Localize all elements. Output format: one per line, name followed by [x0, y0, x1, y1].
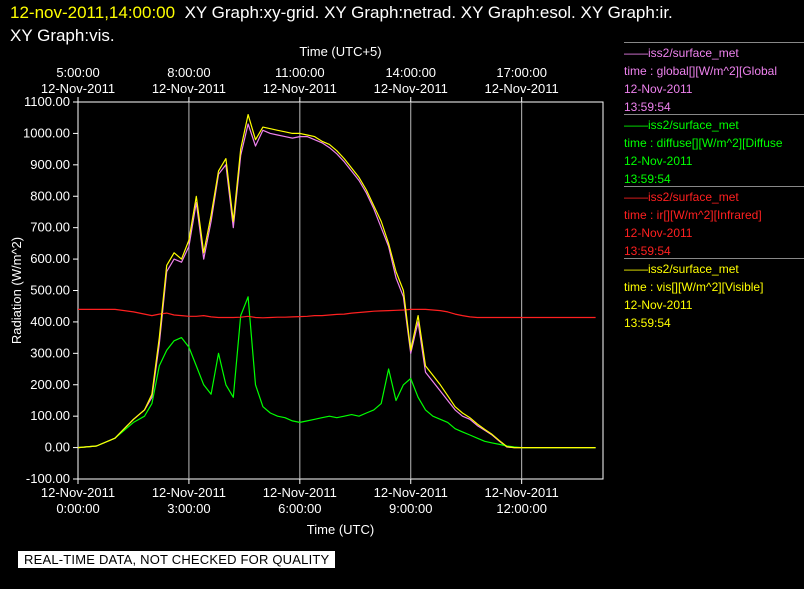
y-tick-label-4: 700.00: [30, 220, 70, 235]
header-graph-list: XY Graph:xy-grid. XY Graph:netrad. XY Gr…: [184, 3, 673, 22]
legend-time: 13:59:54: [624, 172, 671, 186]
series-line-diffuse: [77, 296, 596, 449]
y-tick-label-10: 100.00: [30, 408, 70, 423]
legend-date: 12-Nov-2011: [624, 226, 693, 240]
legend-time: 13:59:54: [624, 100, 671, 114]
legend-separator: [624, 114, 804, 115]
legend-source: ——iss2/surface_met: [624, 262, 739, 276]
legend-date: 12-Nov-2011: [624, 298, 693, 312]
x2-tick-time-0: 5:00:00: [56, 65, 99, 80]
x-tick-time-1: 3:00:00: [167, 501, 210, 516]
header-timestamp: 12-nov-2011,14:00:00: [10, 3, 176, 22]
header-graph-list-cont: XY Graph:vis.: [10, 26, 115, 45]
x2-tick-date-2: 12-Nov-2011: [263, 81, 337, 96]
y-tick-label-12: -100.00: [26, 471, 70, 486]
legend-time: 13:59:54: [624, 244, 671, 258]
y-tick-label-2: 900.00: [30, 157, 70, 172]
x-tick-date-0: 12-Nov-2011: [41, 485, 115, 500]
y-tick-label-9: 200.00: [30, 377, 70, 392]
y-tick-label-7: 400.00: [30, 314, 70, 329]
x2-tick-time-1: 8:00:00: [167, 65, 210, 80]
legend-source: ——iss2/surface_met: [624, 118, 739, 132]
x-tick-date-3: 12-Nov-2011: [374, 485, 448, 500]
legend-var: time : ir[][W/m^2][Infrared]: [624, 208, 762, 222]
y-axis-label: Radiation (W/m^2): [9, 237, 24, 344]
legend-separator: [624, 186, 804, 187]
legend-var: time : diffuse[][W/m^2][Diffuse: [624, 136, 783, 150]
x2-tick-time-3: 14:00:00: [385, 65, 436, 80]
legend-date: 12-Nov-2011: [624, 154, 693, 168]
x2-tick-date-1: 12-Nov-2011: [152, 81, 226, 96]
legend-var: time : vis[][W/m^2][Visible]: [624, 280, 764, 294]
x-tick-time-4: 12:00:00: [496, 501, 547, 516]
x-tick-time-2: 6:00:00: [278, 501, 321, 516]
legend-separator: [624, 42, 804, 43]
header-title-line1: 12-nov-2011,14:00:00 XY Graph:xy-grid. X…: [10, 3, 673, 23]
x2-tick-time-2: 11:00:00: [275, 65, 325, 80]
series-line-vis: [77, 113, 596, 449]
y-tick-label-6: 500.00: [30, 283, 70, 298]
x-tick-date-2: 12-Nov-2011: [263, 485, 337, 500]
y-tick-label-1: 1000.00: [23, 125, 70, 140]
x2-tick-date-0: 12-Nov-2011: [41, 81, 115, 96]
legend-separator: [624, 258, 804, 259]
y-tick-label-5: 600.00: [30, 251, 70, 266]
legend-date: 12-Nov-2011: [624, 82, 693, 96]
y-tick-label-0: 1100.00: [24, 94, 70, 109]
x2-tick-date-3: 12-Nov-2011: [374, 81, 448, 96]
series-line-global: [77, 123, 596, 449]
x2-axis-label: Time (UTC+5): [299, 44, 381, 59]
x2-tick-date-4: 12-Nov-2011: [485, 81, 559, 96]
x2-tick-time-4: 17:00:00: [496, 65, 547, 80]
series-line-ir: [78, 308, 596, 319]
x-tick-time-0: 0:00:00: [56, 501, 99, 516]
x-tick-date-4: 12-Nov-2011: [485, 485, 559, 500]
legend-source: ——iss2/surface_met: [624, 190, 739, 204]
x-axis-label: Time (UTC): [307, 522, 374, 537]
x-tick-time-3: 9:00:00: [389, 501, 432, 516]
y-tick-label-3: 800.00: [30, 188, 70, 203]
y-tick-label-8: 300.00: [30, 345, 70, 360]
quality-note: REAL-TIME DATA, NOT CHECKED FOR QUALITY: [18, 551, 336, 568]
legend-var: time : global[][W/m^2][Global: [624, 64, 778, 78]
header-title-line2: XY Graph:vis.: [10, 26, 115, 46]
legend-time: 13:59:54: [624, 316, 671, 330]
legend-source: ——iss2/surface_met: [624, 46, 739, 60]
y-tick-label-11: 0.00: [45, 440, 70, 455]
x-tick-date-1: 12-Nov-2011: [152, 485, 226, 500]
